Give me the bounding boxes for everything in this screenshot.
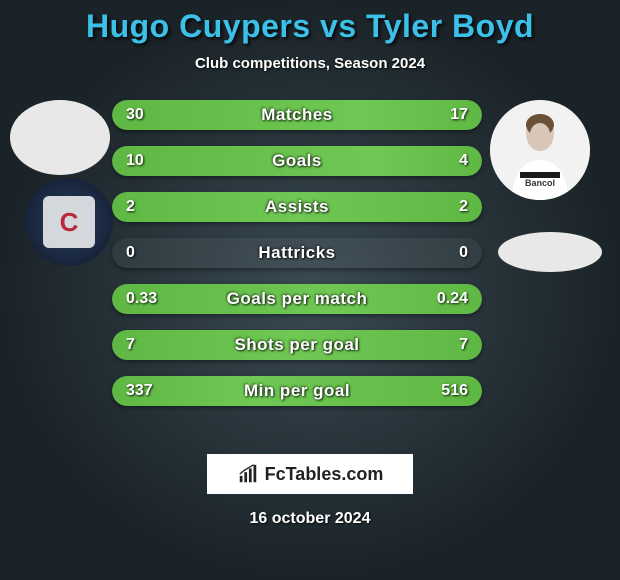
svg-text:Bancol: Bancol (525, 178, 555, 188)
comparison-area: C Bancol 3017Matches 104Goals 22Assists 00H… (0, 100, 620, 430)
stat-bars-container: 3017Matches 104Goals 22Assists 00Hattricks 0… (112, 100, 482, 422)
stat-row: 00Hattricks (112, 238, 482, 268)
stat-label: Goals (112, 146, 482, 176)
stat-row: 77Shots per goal (112, 330, 482, 360)
stat-label: Min per goal (112, 376, 482, 406)
player-left-club-badge: C (25, 178, 113, 266)
brand-text: FcTables.com (265, 464, 384, 485)
club-badge-initial: C (43, 196, 95, 248)
player-right-club-badge-placeholder (498, 232, 602, 272)
stat-label: Shots per goal (112, 330, 482, 360)
stat-row: 22Assists (112, 192, 482, 222)
player-silhouette-icon: Bancol (490, 100, 590, 200)
page-title: Hugo Cuypers vs Tyler Boyd (0, 8, 620, 45)
stat-label: Assists (112, 192, 482, 222)
content-container: Hugo Cuypers vs Tyler Boyd Club competit… (0, 0, 620, 580)
stat-row: 337516Min per goal (112, 376, 482, 406)
player-right-photo: Bancol (490, 100, 590, 200)
stat-row: 104Goals (112, 146, 482, 176)
date-label: 16 october 2024 (0, 510, 620, 528)
stat-label: Matches (112, 100, 482, 130)
stat-row: 0.330.24Goals per match (112, 284, 482, 314)
page-subtitle: Club competitions, Season 2024 (0, 55, 620, 72)
stat-label: Goals per match (112, 284, 482, 314)
player-left-photo-placeholder (10, 100, 110, 175)
stat-row: 3017Matches (112, 100, 482, 130)
chart-icon (237, 463, 259, 485)
stat-label: Hattricks (112, 238, 482, 268)
brand-logo: FcTables.com (207, 454, 413, 494)
